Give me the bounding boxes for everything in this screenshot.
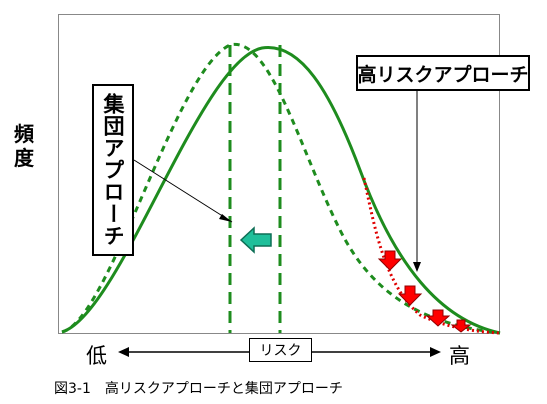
figure-caption: 図3-1 高リスクアプローチと集団アプローチ xyxy=(54,381,343,397)
high-risk-reduced-curve xyxy=(362,177,501,335)
y-axis-label: 頻度 xyxy=(14,122,34,170)
risk-axis-left-arrowhead xyxy=(118,347,129,357)
high-risk-leader-arrowhead xyxy=(413,262,421,272)
shifted-distribution-curve xyxy=(61,43,501,335)
down-arrow-icon xyxy=(425,309,451,327)
risk-label: リスク xyxy=(249,338,312,362)
high-label: 高 xyxy=(449,344,470,368)
low-label: 低 xyxy=(86,344,107,368)
down-arrow-icon xyxy=(397,285,423,306)
risk-axis-right-arrowhead xyxy=(430,347,441,357)
down-arrow-icon xyxy=(377,250,403,271)
population-leader-arrowhead xyxy=(219,214,232,222)
population-leader-line xyxy=(133,159,233,223)
left-arrow-icon xyxy=(239,226,272,254)
down-arrow-icon xyxy=(450,319,472,333)
high-risk-approach-label: 高リスクアプローチ xyxy=(356,55,530,91)
population-approach-label: 集団アプローチ xyxy=(92,84,134,256)
original-distribution-curve xyxy=(61,46,501,335)
